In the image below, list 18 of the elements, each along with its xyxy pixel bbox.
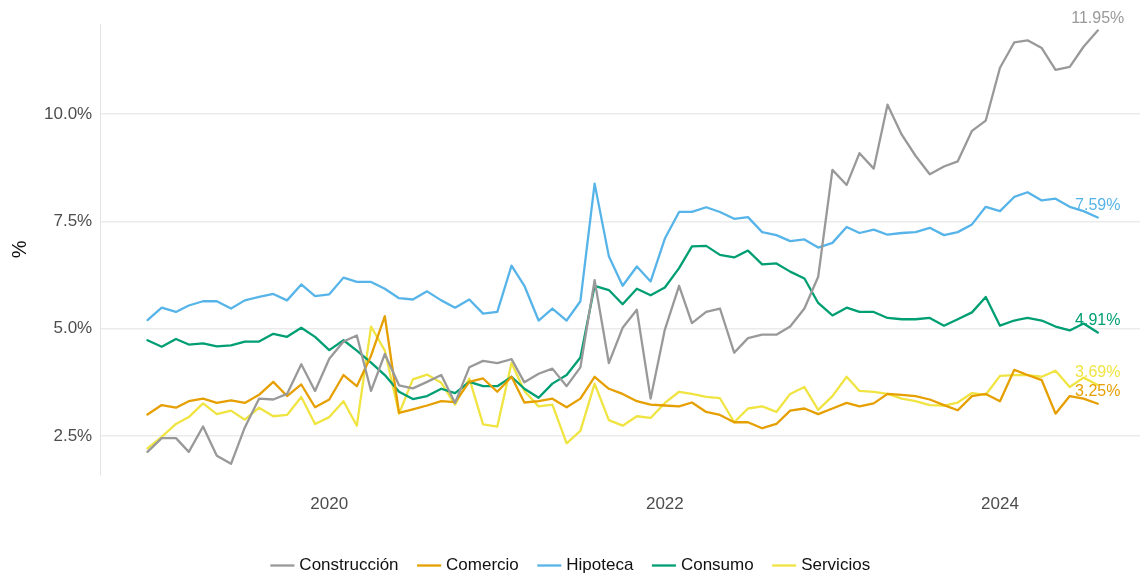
x-tick-label: 2022: [645, 494, 684, 514]
legend-label: Hipoteca: [566, 555, 634, 575]
y-tick-label: 5.0%: [53, 318, 93, 338]
legend-label: Servicios: [801, 555, 871, 575]
annotation: 4.91%: [1075, 310, 1121, 328]
x-tick-label: 2020: [310, 494, 349, 514]
legend-label: Consumo: [680, 555, 754, 575]
y-tick-label: 10.0%: [44, 103, 93, 123]
y-tick-label: 2.5%: [53, 425, 93, 445]
annotation: 3.69%: [1075, 363, 1121, 381]
y-tick-label: 7.5%: [53, 211, 93, 231]
annotation: 11.95%: [1071, 8, 1125, 26]
legend-label: Construcción: [299, 555, 399, 575]
annotation: 3.25%: [1075, 382, 1121, 400]
y-axis-title: %: [7, 240, 30, 259]
annotation: 7.59%: [1075, 195, 1121, 213]
legend-label: Comercio: [446, 555, 519, 575]
x-tick-label: 2024: [981, 494, 1019, 514]
